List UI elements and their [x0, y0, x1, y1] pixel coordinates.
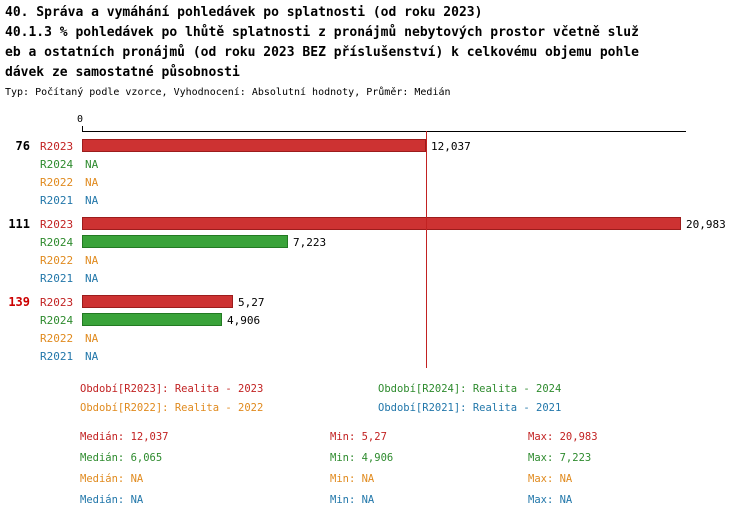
bar-row-r2024: R2024 7,223 — [0, 233, 750, 251]
max-value: Max: NA — [528, 494, 573, 506]
series-label: R2023 — [40, 296, 74, 309]
bar-group-76: 76 R2023 12,037 R2024 NA R2022 NA R2021 NA — [0, 137, 750, 209]
bar-r2024 — [82, 313, 222, 326]
title-block: 40. Správa a vymáhání pohledávek po spla… — [5, 3, 639, 83]
bar-r2024 — [82, 235, 288, 248]
series-label: R2024 — [40, 158, 74, 171]
bar-chart: 0 76 R2023 12,037 R2024 NA R2022 NA R2021 NA 111 R… — [0, 110, 750, 382]
series-label: R2022 — [40, 332, 74, 345]
max-value: Max: 20,983 — [528, 431, 598, 443]
stats-row-r2021: Medián: NA Min: NA Max: NA — [0, 494, 750, 515]
bar-row-r2024: R2024 4,906 — [0, 311, 750, 329]
na-label: NA — [85, 194, 99, 207]
axis-zero-tick — [82, 126, 83, 132]
median-value: Medián: 12,037 — [80, 431, 169, 443]
series-label: R2022 — [40, 176, 74, 189]
series-label: R2023 — [40, 218, 74, 231]
max-value: Max: 7,223 — [528, 452, 592, 464]
bar-row-r2022: R2022 NA — [0, 251, 750, 269]
stats-panel: Medián: 12,037 Min: 5,27 Max: 20,983 Med… — [0, 431, 750, 517]
axis-zero-label: 0 — [77, 114, 84, 125]
value-label: 7,223 — [293, 236, 327, 249]
plot-area: 76 R2023 12,037 R2024 NA R2022 NA R2021 NA 111 R20… — [0, 137, 750, 377]
na-label: NA — [85, 176, 99, 189]
median-value: Medián: NA — [80, 494, 144, 506]
bar-row-r2021: R2021 NA — [0, 269, 750, 287]
legend: Období[R2023]: Realita - 2023 Období[R20… — [0, 383, 750, 423]
group-id-label: 111 — [8, 217, 30, 231]
page-title: 40. Správa a vymáhání pohledávek po spla… — [5, 5, 483, 20]
chart-meta-info: Typ: Počítaný podle vzorce, Vyhodnocení:… — [5, 87, 451, 98]
na-label: NA — [85, 272, 99, 285]
na-label: NA — [85, 254, 99, 267]
chart-subtitle-line-3: dávek ze samostatné působnosti — [5, 65, 240, 80]
chart-subtitle-line-2: eb a ostatních pronájmů (od roku 2023 BE… — [5, 45, 639, 60]
min-value: Min: 5,27 — [330, 431, 387, 443]
bar-row-r2024: R2024 NA — [0, 155, 750, 173]
stats-row-r2024: Medián: 6,065 Min: 4,906 Max: 7,223 — [0, 452, 750, 473]
group-id-label: 139 — [8, 295, 30, 309]
value-label: 5,27 — [238, 296, 265, 309]
median-value: Medián: 6,065 — [80, 452, 163, 464]
bar-r2023 — [82, 139, 426, 152]
bar-row-r2023: R2023 5,27 — [0, 293, 750, 311]
series-label: R2021 — [40, 272, 74, 285]
stats-row-r2022: Medián: NA Min: NA Max: NA — [0, 473, 750, 494]
legend-item-r2022: Období[R2022]: Realita - 2022 — [80, 402, 264, 414]
median-line — [426, 131, 427, 368]
median-value: Medián: NA — [80, 473, 144, 485]
bar-group-111: 111 R2023 20,983 R2024 7,223 R2022 NA R2021 NA — [0, 215, 750, 287]
value-label: 12,037 — [431, 140, 471, 153]
chart-subtitle-line-1: 40.1.3 % pohledávek po lhůtě splatnosti … — [5, 25, 639, 40]
value-label: 20,983 — [686, 218, 726, 231]
bar-group-139: 139 R2023 5,27 R2024 4,906 R2022 NA R2021 NA — [0, 293, 750, 365]
min-value: Min: 4,906 — [330, 452, 394, 464]
series-label: R2024 — [40, 314, 74, 327]
series-label: R2023 — [40, 140, 74, 153]
series-label: R2021 — [40, 194, 74, 207]
bar-row-r2023: R2023 20,983 — [0, 215, 750, 233]
bar-r2023 — [82, 217, 681, 230]
group-id-label: 76 — [15, 139, 30, 153]
series-label: R2022 — [40, 254, 74, 267]
x-axis-line — [82, 131, 686, 132]
max-value: Max: NA — [528, 473, 573, 485]
legend-item-r2023: Období[R2023]: Realita - 2023 — [80, 383, 264, 395]
min-value: Min: NA — [330, 473, 375, 485]
na-label: NA — [85, 332, 99, 345]
na-label: NA — [85, 158, 99, 171]
series-label: R2021 — [40, 350, 74, 363]
min-value: Min: NA — [330, 494, 375, 506]
bar-row-r2021: R2021 NA — [0, 191, 750, 209]
bar-row-r2021: R2021 NA — [0, 347, 750, 365]
bar-row-r2022: R2022 NA — [0, 329, 750, 347]
na-label: NA — [85, 350, 99, 363]
bar-row-r2022: R2022 NA — [0, 173, 750, 191]
bar-row-r2023: R2023 12,037 — [0, 137, 750, 155]
legend-item-r2024: Období[R2024]: Realita - 2024 — [378, 383, 562, 395]
value-label: 4,906 — [227, 314, 261, 327]
series-label: R2024 — [40, 236, 74, 249]
bar-r2023 — [82, 295, 233, 308]
legend-item-r2021: Období[R2021]: Realita - 2021 — [378, 402, 562, 414]
stats-row-r2023: Medián: 12,037 Min: 5,27 Max: 20,983 — [0, 431, 750, 452]
